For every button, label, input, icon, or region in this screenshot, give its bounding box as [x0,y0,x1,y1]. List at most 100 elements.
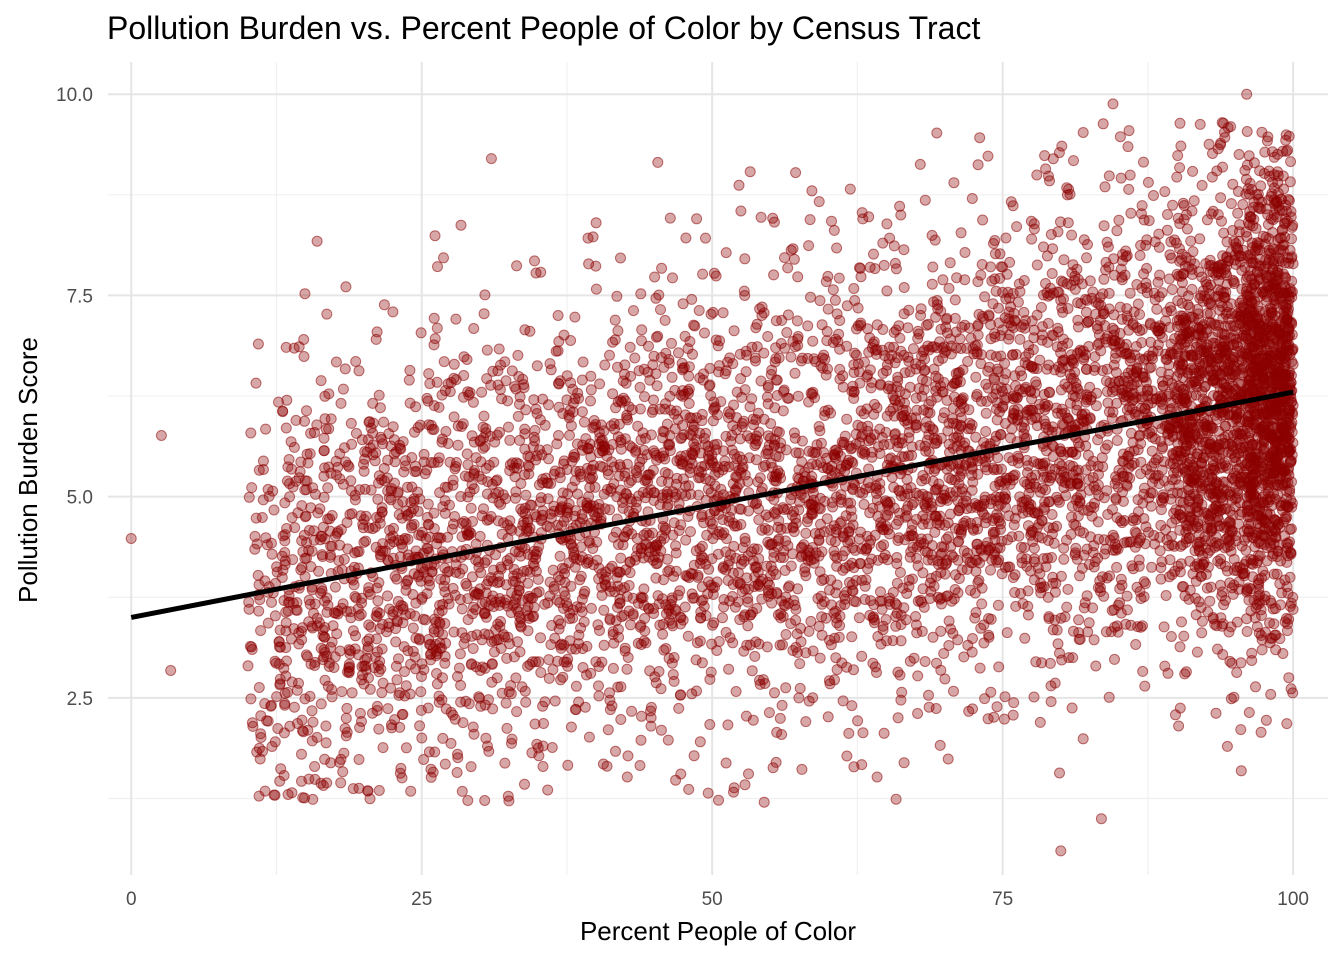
data-point [461,448,473,460]
data-point [535,632,546,644]
data-point [723,663,735,675]
data-point [907,573,918,585]
data-point [1205,463,1217,475]
data-point [1103,170,1115,182]
data-point [894,200,906,212]
data-point [526,747,538,759]
data-point [388,522,399,534]
data-point [1113,214,1125,226]
data-point [1160,590,1172,601]
data-point [693,489,705,501]
data-point [671,405,682,417]
data-point [287,554,299,566]
data-point [1014,333,1026,345]
data-point [378,299,390,311]
data-point [590,217,602,229]
data-point [720,757,732,769]
data-point [963,322,975,334]
data-point [666,371,678,383]
data-point [952,536,964,548]
data-point [966,646,978,658]
data-point [976,598,988,610]
data-point [998,713,1010,725]
data-point [328,662,340,673]
data-point [549,695,561,707]
data-point [501,652,513,664]
data-point [364,793,376,805]
data-point [785,351,797,363]
data-point [372,595,384,607]
data-point [613,470,625,482]
data-point [718,594,730,605]
data-point [1082,239,1093,250]
data-point [713,794,724,806]
data-point [321,308,333,320]
data-point [1122,141,1134,153]
data-point [524,566,536,578]
data-point [520,696,532,708]
data-point [987,298,999,310]
data-point [711,645,723,656]
data-point [319,413,331,425]
data-point [1008,697,1020,709]
data-point [1018,306,1030,318]
data-point [1210,707,1222,719]
data-point [437,501,449,513]
data-point [1162,209,1173,220]
data-point [1128,457,1140,469]
data-point [792,390,804,402]
data-point [452,752,464,764]
data-point [690,654,702,666]
data-point [371,611,383,623]
data-point [944,257,956,269]
data-point [1184,301,1196,313]
data-point [433,696,445,708]
data-point [895,635,907,647]
data-point [789,367,801,379]
data-point [955,227,967,239]
data-point [519,423,531,435]
data-point [634,760,646,771]
data-point [621,663,633,675]
data-point [694,736,706,748]
data-point [1054,767,1065,779]
data-point [1083,316,1095,328]
data-point [277,406,289,418]
data-point [699,327,710,339]
data-point [512,349,524,361]
data-point [551,594,563,606]
data-point [543,654,555,666]
data-point [416,593,428,605]
data-point [720,430,732,442]
data-point [1235,765,1247,777]
data-point [856,650,868,662]
data-point [382,454,394,466]
data-point [382,590,393,602]
data-point [451,767,463,778]
data-point [530,403,542,415]
data-point [985,349,997,361]
data-point [339,363,351,375]
data-point [908,343,919,355]
data-point [273,636,285,648]
data-point [283,454,295,465]
data-point [848,283,860,294]
data-point [720,247,732,259]
data-point [737,542,749,554]
data-point [463,471,475,483]
data-point [833,272,845,284]
data-point [443,598,455,610]
data-point [855,271,867,283]
data-point [834,620,846,632]
data-point [583,491,595,503]
data-point [336,686,348,698]
data-point [999,562,1011,573]
data-point [450,313,462,325]
data-point [1233,149,1245,160]
data-point [407,645,419,657]
data-point [758,796,770,808]
data-point [1204,595,1216,607]
data-point [704,719,716,730]
data-point [306,705,318,717]
